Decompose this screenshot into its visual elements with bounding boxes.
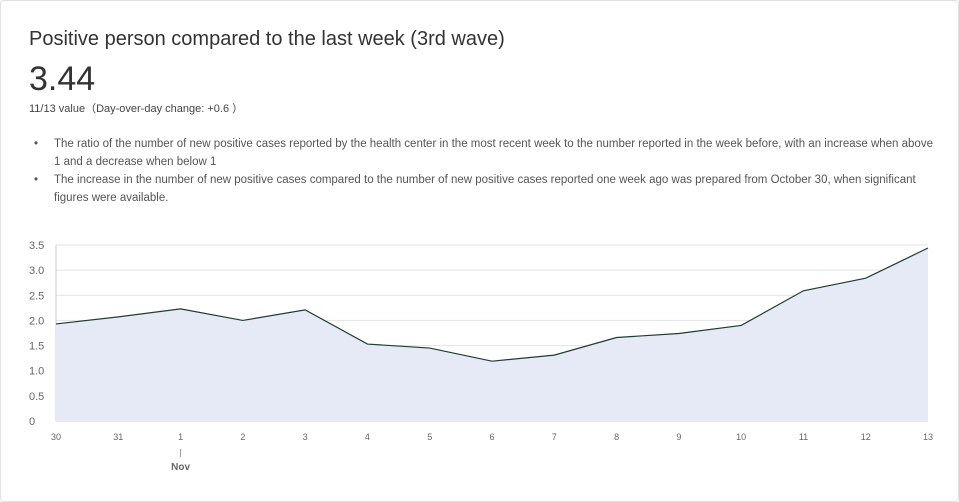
x-tick-label: 6 xyxy=(489,432,494,442)
x-tick-label: 7 xyxy=(552,432,557,442)
x-tick-label: 3 xyxy=(303,432,308,442)
notes-list: The ratio of the number of new positive … xyxy=(29,135,939,207)
y-tick-label: 1.0 xyxy=(29,366,44,378)
x-tick-label: 31 xyxy=(113,432,123,442)
x-tick-label: 5 xyxy=(427,432,432,442)
y-tick-label: 2.5 xyxy=(29,290,44,302)
x-tick-label: 1 xyxy=(178,432,183,442)
y-tick-label: 2.0 xyxy=(29,315,44,327)
y-tick-label: 1.5 xyxy=(29,341,44,353)
x-tick-label: 30 xyxy=(51,432,61,442)
y-tick-label: 0 xyxy=(29,416,35,428)
x-tick-label: 2 xyxy=(240,432,245,442)
x-tick-label: 9 xyxy=(676,432,681,442)
x-tick-label: 10 xyxy=(736,432,746,442)
x-tick-label: 13 xyxy=(923,432,933,442)
series-line xyxy=(55,247,929,362)
x-tick-label: 12 xyxy=(861,432,871,442)
x-tick-label: 11 xyxy=(799,432,808,442)
x-tick-label: 8 xyxy=(614,432,619,442)
y-tick-label: 0.5 xyxy=(29,391,44,403)
note-item: The ratio of the number of new positive … xyxy=(29,135,939,171)
y-tick-label: 3.5 xyxy=(29,240,44,252)
current-value: 3.44 xyxy=(29,60,96,98)
note-item: The increase in the number of new positi… xyxy=(29,171,939,207)
series-area xyxy=(56,248,928,421)
month-label: Nov xyxy=(171,462,190,473)
chart-title: Positive person compared to the last wee… xyxy=(29,28,505,50)
value-subtitle: 11/13 value（Day-over-day change: +0.6 ） xyxy=(29,103,244,115)
y-tick-label: 3.0 xyxy=(29,265,44,277)
x-tick-label: 4 xyxy=(365,432,370,442)
